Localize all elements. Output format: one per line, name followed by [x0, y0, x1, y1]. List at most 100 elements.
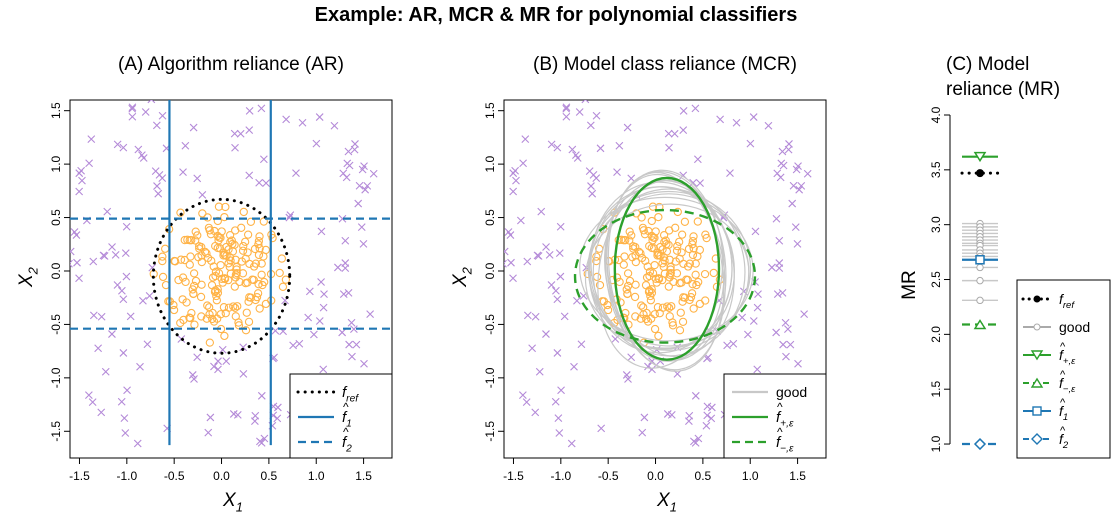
panel-a-cross-point [257, 438, 266, 447]
panel-a-circle-point [221, 309, 230, 318]
panel-a-cross-point [206, 413, 215, 422]
panel-a-cross-point [359, 239, 368, 248]
panel-b-cross-point [615, 141, 624, 150]
panel-b-ylabel: X2 [450, 267, 475, 288]
panel-b-cross-point [749, 113, 758, 121]
panel-c-legend-marker [1030, 377, 1044, 388]
panel-b-circle-point [676, 308, 685, 317]
panel-a-cross-point [338, 328, 347, 337]
panel-b-cross-point [553, 349, 562, 357]
panel-b-circle-point [701, 230, 710, 239]
panel-b-cross-point [663, 410, 672, 418]
panel-a-cross-point [88, 398, 97, 407]
panel-a-circle-point [243, 248, 252, 257]
panel-a-xtick-label: -1.5 [69, 469, 90, 483]
panel-b-ylabel-text: X2 [450, 267, 475, 288]
panel-b-legend-label-text: f+,ε [776, 409, 794, 430]
panel-a-circle-point [190, 320, 199, 329]
panel-a-legend-label-text: f1 [342, 409, 352, 430]
panel-a-cross-point [289, 341, 297, 350]
panel-a-cross-point [128, 104, 137, 113]
panel-a-cross-point [319, 303, 328, 312]
panel-a-xtick-label: 1.5 [355, 469, 372, 483]
panel-b-fminus-curve [573, 208, 757, 344]
panel-b-ytick-label: 0.0 [483, 262, 497, 279]
panel-b-cross-point [781, 318, 790, 327]
panel-a-circle-point [241, 278, 250, 288]
panel-a-cross-point [352, 340, 361, 349]
panel-a-circle-point [158, 272, 168, 282]
panel-b-circle-point [648, 236, 657, 245]
panel-a-cross-point [128, 112, 137, 121]
panel-a-cross-point [317, 227, 326, 236]
panel-a-cross-point [262, 179, 270, 187]
panel-b-circle-point [668, 318, 677, 327]
panel-b-circle-point [645, 286, 654, 295]
panel-b-circle-point [675, 237, 684, 247]
panel-b-circle-point [654, 274, 663, 283]
panel-b-cross-point [627, 353, 636, 362]
panel-a-cross-point [119, 295, 128, 304]
panel-b-cross-point [703, 411, 712, 420]
panel-b-circle-point [595, 280, 605, 290]
panel-b-circle-point [636, 314, 645, 323]
panel-b-cross-point [523, 311, 532, 320]
panel-c-legend-box [1016, 279, 1111, 459]
panel-a-cross-point [126, 312, 135, 321]
panel-b-circle-point [675, 278, 684, 288]
panel-a-cross-point [89, 257, 98, 266]
panel-b-circle-point [637, 213, 646, 222]
panel-b-circle-point [661, 236, 670, 245]
panel-a-circle-point [216, 233, 225, 243]
panel-b-circle-point [656, 242, 665, 252]
panel-b-circle-point [709, 268, 718, 278]
panel-b-cross-point [597, 424, 606, 433]
panel-a-cross-point [312, 139, 321, 148]
panel-a-circle-point [275, 268, 284, 278]
panel-a-circle-point [189, 289, 198, 298]
panel-a-fref-circle [151, 197, 292, 355]
panel-a-cross-point [222, 357, 231, 366]
panel-b-circle-point [650, 260, 659, 270]
panel-b-cross-point [788, 199, 797, 208]
panel-a-circle-point [202, 249, 211, 258]
panel-a-circle-point [214, 236, 223, 245]
panel-b-cross-point [516, 216, 525, 225]
panel-c-legend-label: good [1059, 319, 1090, 335]
panel-b-cross-point [521, 135, 530, 143]
panel-b-xtick-label: -1.0 [550, 469, 571, 483]
panel-b-cross-point [753, 303, 762, 312]
panel-c-legend-label-hat: ^ [1060, 397, 1066, 409]
panel-b-legend-label: good [776, 384, 807, 400]
panel-a-cross-point [285, 213, 294, 222]
panel-a-cross-point [239, 370, 248, 378]
panel-a-circle-point [220, 331, 229, 341]
panel-a-circle-point [179, 315, 188, 325]
panel-a-circle-point [253, 289, 263, 298]
panel-c-ytick-label: 2.0 [929, 326, 943, 343]
panel-b-circle-point [631, 257, 641, 267]
panel-a-circle-point [207, 281, 217, 290]
panel-a-cross-point [292, 169, 300, 178]
panel-b-cross-point [552, 286, 560, 295]
panel-a-cross-point [101, 367, 110, 376]
panel-a-cross-point [113, 281, 122, 289]
panel-a-circle-point [197, 257, 207, 267]
panel-a-cross-point [139, 154, 148, 162]
panel-a-circle-point [211, 286, 220, 295]
panel-a-legend-label: f2^ [342, 425, 352, 454]
panel-b-cross-point [792, 165, 801, 174]
panel-a-cross-point [333, 263, 342, 272]
panel-b-good-curve [589, 186, 736, 350]
panel-a-cross-point [338, 214, 347, 223]
panel-b-cross-point [729, 339, 738, 348]
panel-a-cross-point [345, 161, 354, 170]
panel-b-circle-point [694, 277, 703, 287]
panel-a-cross-point [317, 278, 325, 286]
panel-b-circle-point [691, 270, 700, 279]
panel-b-cross-point [803, 169, 812, 178]
panel-b-circle-point [642, 314, 651, 324]
panel-a-circle-point [232, 265, 241, 274]
panel-c-legend-marker [1030, 350, 1044, 361]
panel-b-cross-point [555, 249, 564, 258]
